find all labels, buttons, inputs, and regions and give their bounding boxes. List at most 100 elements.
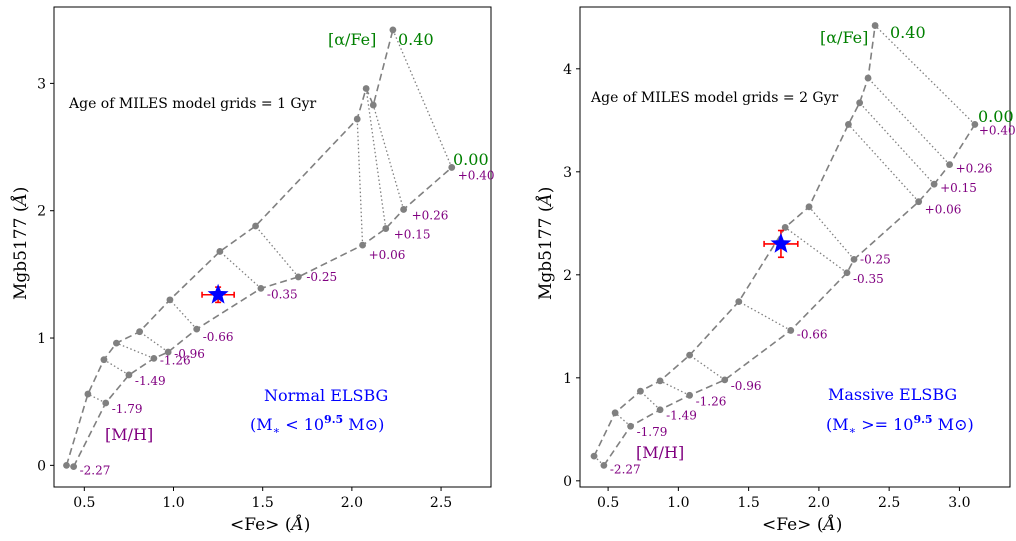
right-metallicity-label: -1.49 xyxy=(666,409,697,423)
left-metallicity-label: -0.66 xyxy=(203,330,234,344)
right-grid-node xyxy=(850,255,858,263)
left-metallicity-label: -0.25 xyxy=(306,270,337,284)
right-grid-node xyxy=(787,327,795,334)
left-x-tick-label: 1.0 xyxy=(162,495,184,511)
left-alpha-label-040: 0.40 xyxy=(398,30,434,49)
right-y-tick-label: 4 xyxy=(563,62,572,78)
right-plot-frame xyxy=(579,6,1011,488)
left-metallicity-connector xyxy=(372,104,405,210)
right-mh-title: [M/H] xyxy=(636,443,684,462)
left-metallicity-label: -2.27 xyxy=(80,464,111,478)
right-metallicity-label: -0.25 xyxy=(860,252,891,266)
left-plot-frame xyxy=(53,6,492,488)
left-grid-node xyxy=(113,339,120,347)
right-x-tick-label: 2.0 xyxy=(808,495,830,511)
right-grid-node xyxy=(856,99,864,107)
right-y-tick-label: 1 xyxy=(563,371,572,387)
right-metallicity-connector xyxy=(874,25,976,125)
right-panel: -2.27 -1.79 -1.49-1.26 -0.96 -0.66 -0.35 -0.25… xyxy=(535,6,1016,535)
left-panel: -2.27 -1.79 -1.49 -1.26-0.96 -0.66 -0.35 -0.25… xyxy=(10,6,495,535)
right-grid-node xyxy=(930,180,938,188)
left-grid-node xyxy=(294,273,302,281)
right-grid-node xyxy=(686,351,694,359)
left-grid-node xyxy=(70,463,78,471)
left-galaxy-star-marker xyxy=(207,283,229,304)
left-grid-node xyxy=(216,248,224,255)
right-x-tick-label: 1.0 xyxy=(667,495,689,511)
left-grid-node xyxy=(389,26,397,34)
right-metallicity-connector xyxy=(784,226,848,274)
right-metallicity-label: -0.66 xyxy=(797,327,828,341)
left-grid-node xyxy=(382,225,390,232)
right-metallicity-connector xyxy=(808,206,855,260)
left-metallicity-label: -1.79 xyxy=(112,402,143,416)
right-model-age-text: Age of MILES model grids = 2 Gyr xyxy=(590,90,839,106)
right-metallicity-label: -0.35 xyxy=(853,272,884,286)
left-grid-node xyxy=(448,164,456,171)
left-metallicity-label: -1.26 xyxy=(160,353,191,367)
right-grid-node xyxy=(590,452,598,460)
right-metallicity-label: -1.79 xyxy=(637,425,668,439)
right-metallicity-label: +0.26 xyxy=(956,162,993,176)
left-grid-node xyxy=(136,328,144,336)
left-grid-node xyxy=(400,206,407,213)
left-grid-node xyxy=(252,222,259,230)
right-grid-node xyxy=(915,198,923,206)
left-grid-node xyxy=(166,296,174,304)
left-grid-node xyxy=(102,399,110,407)
left-alpha-label-000: 0.00 xyxy=(453,150,489,169)
right-grid-node xyxy=(781,224,789,231)
left-y-tick-label: 0 xyxy=(37,458,46,474)
right-alpha-title: [α/Fe] xyxy=(820,28,868,47)
right-galaxy-mass-label: (M∗ >= 109.5 M⊙) xyxy=(826,413,974,437)
left-x-tick-label: 2.0 xyxy=(341,495,363,511)
right-metallicity-connector xyxy=(738,301,792,332)
left-x-tick-label: 1.5 xyxy=(252,495,274,511)
right-x-tick-label: 3.0 xyxy=(948,495,970,511)
right-metallicity-connector xyxy=(859,102,935,185)
left-galaxy-mass-label: (M∗ < 109.5 M⊙) xyxy=(250,413,384,437)
right-metallicity-label: +0.06 xyxy=(925,203,962,217)
right-metallicity-connector xyxy=(659,380,690,396)
right-x-axis-title: <Fe> (Å) xyxy=(762,514,842,535)
left-grid-node xyxy=(362,85,370,92)
right-x-tick-label: 2.5 xyxy=(878,495,900,511)
right-grid-node xyxy=(627,422,634,430)
left-grid-node xyxy=(353,115,361,123)
right-grid-node xyxy=(805,203,813,211)
right-galaxy-label: Massive ELSBG xyxy=(828,385,957,404)
left-metallicity-connector xyxy=(356,119,364,246)
left-grid-node xyxy=(164,348,172,356)
right-axis-ticks: 0.5 1.0 1.5 2.0 2.5 3.0 0 1 2 3 4 xyxy=(563,62,970,511)
right-galaxy-star-marker xyxy=(770,232,792,253)
left-metallicity-label: +0.06 xyxy=(369,248,406,262)
right-grid-node xyxy=(946,161,953,168)
right-track-alpha-040 xyxy=(593,25,876,457)
left-grid-node xyxy=(84,390,92,398)
left-metallicity-label: -0.96 xyxy=(174,347,205,361)
left-metallicity-label: +0.26 xyxy=(412,208,449,222)
left-x-tick-label: 0.5 xyxy=(73,495,95,511)
right-metallicity-label: +0.40 xyxy=(979,123,1016,137)
left-metallicity-label: -1.49 xyxy=(135,374,166,388)
left-grid-node xyxy=(369,101,377,109)
right-x-tick-label: 1.5 xyxy=(737,495,759,511)
left-metallicity-connector xyxy=(365,88,387,229)
left-track-alpha-000 xyxy=(72,166,453,467)
left-grid-node xyxy=(63,461,70,469)
right-y-axis-title: Mgb5177 (Å) xyxy=(535,187,556,300)
left-x-axis-title: <Fe> (Å) xyxy=(230,514,310,535)
right-x-tick-label: 0.5 xyxy=(597,495,619,511)
right-y-tick-label: 0 xyxy=(563,474,572,490)
left-metallicity-connector xyxy=(116,342,155,360)
right-metallicity-label: -0.96 xyxy=(731,379,762,393)
left-model-grid: -2.27 -1.79 -1.49 -1.26-0.96 -0.66 -0.35 -0.25… xyxy=(63,26,495,478)
right-metallicity-connector xyxy=(639,390,661,411)
right-grid-node xyxy=(721,376,729,384)
left-grid-node xyxy=(125,371,133,379)
left-y-tick-label: 3 xyxy=(37,76,46,92)
right-track-alpha-000 xyxy=(603,123,976,466)
left-grid-node xyxy=(100,356,108,364)
right-grid-node xyxy=(600,461,608,469)
